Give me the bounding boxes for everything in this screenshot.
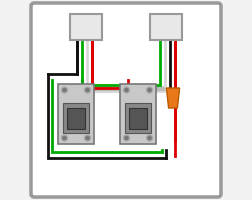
Circle shape xyxy=(63,136,66,140)
Circle shape xyxy=(125,136,128,140)
FancyBboxPatch shape xyxy=(31,3,221,197)
Bar xyxy=(129,108,147,129)
Circle shape xyxy=(146,87,152,93)
Bar xyxy=(150,14,182,40)
Circle shape xyxy=(125,88,128,92)
Circle shape xyxy=(86,88,89,92)
Circle shape xyxy=(148,136,151,140)
Circle shape xyxy=(123,135,130,141)
Bar xyxy=(120,84,156,144)
Circle shape xyxy=(63,88,66,92)
Circle shape xyxy=(84,135,90,141)
Circle shape xyxy=(86,136,89,140)
Bar xyxy=(125,103,151,133)
Circle shape xyxy=(146,135,152,141)
Bar xyxy=(70,14,102,40)
Bar xyxy=(58,84,94,144)
Circle shape xyxy=(61,87,68,93)
Circle shape xyxy=(148,88,151,92)
Circle shape xyxy=(61,135,68,141)
Polygon shape xyxy=(166,88,180,108)
Circle shape xyxy=(84,87,90,93)
Circle shape xyxy=(123,87,130,93)
Bar xyxy=(67,108,85,129)
Bar xyxy=(64,103,89,133)
